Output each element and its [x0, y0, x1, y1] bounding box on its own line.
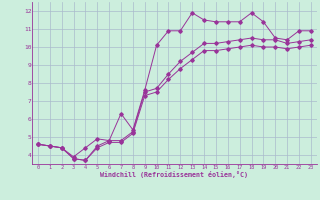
X-axis label: Windchill (Refroidissement éolien,°C): Windchill (Refroidissement éolien,°C)	[100, 171, 248, 178]
